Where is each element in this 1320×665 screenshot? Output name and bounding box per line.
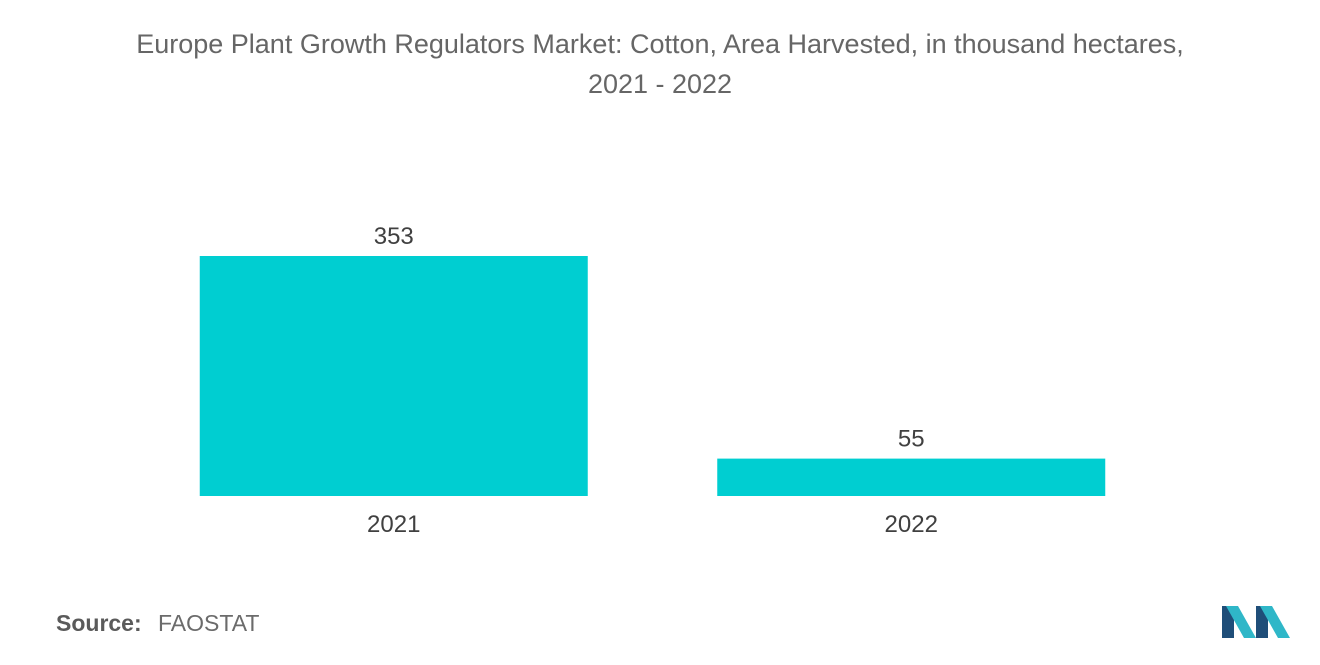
mordor-intelligence-logo-icon (1222, 606, 1290, 638)
data-label-2021: 353 (374, 223, 414, 250)
chart-title-line-1: Europe Plant Growth Regulators Market: C… (136, 29, 1184, 59)
x-tick-label-2021: 2021 (367, 511, 420, 538)
x-tick-label-2022: 2022 (885, 511, 938, 538)
source-value: FAOSTAT (158, 610, 260, 636)
logo-diag-2 (1260, 606, 1290, 638)
data-label-2022: 55 (898, 426, 925, 453)
source-label: Source: (56, 610, 142, 636)
bar-2022 (717, 458, 1106, 496)
bar-chart: 353 2021 55 2022 (199, 223, 1106, 538)
source-note: Source: FAOSTAT (56, 610, 259, 637)
logo-diag-1 (1226, 606, 1256, 638)
bar-2021 (199, 256, 588, 496)
chart-title: Europe Plant Growth Regulators Market: C… (0, 24, 1320, 104)
chart-title-line-2: 2021 - 2022 (587, 69, 733, 99)
